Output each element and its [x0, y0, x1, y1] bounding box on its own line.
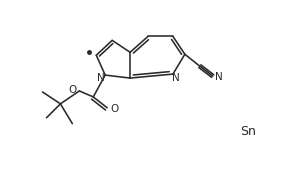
Text: O: O: [110, 104, 118, 114]
Text: N: N: [215, 72, 222, 82]
Text: O: O: [68, 85, 76, 95]
Text: N: N: [97, 73, 105, 83]
Text: Sn: Sn: [240, 125, 256, 138]
Text: N: N: [172, 73, 180, 83]
